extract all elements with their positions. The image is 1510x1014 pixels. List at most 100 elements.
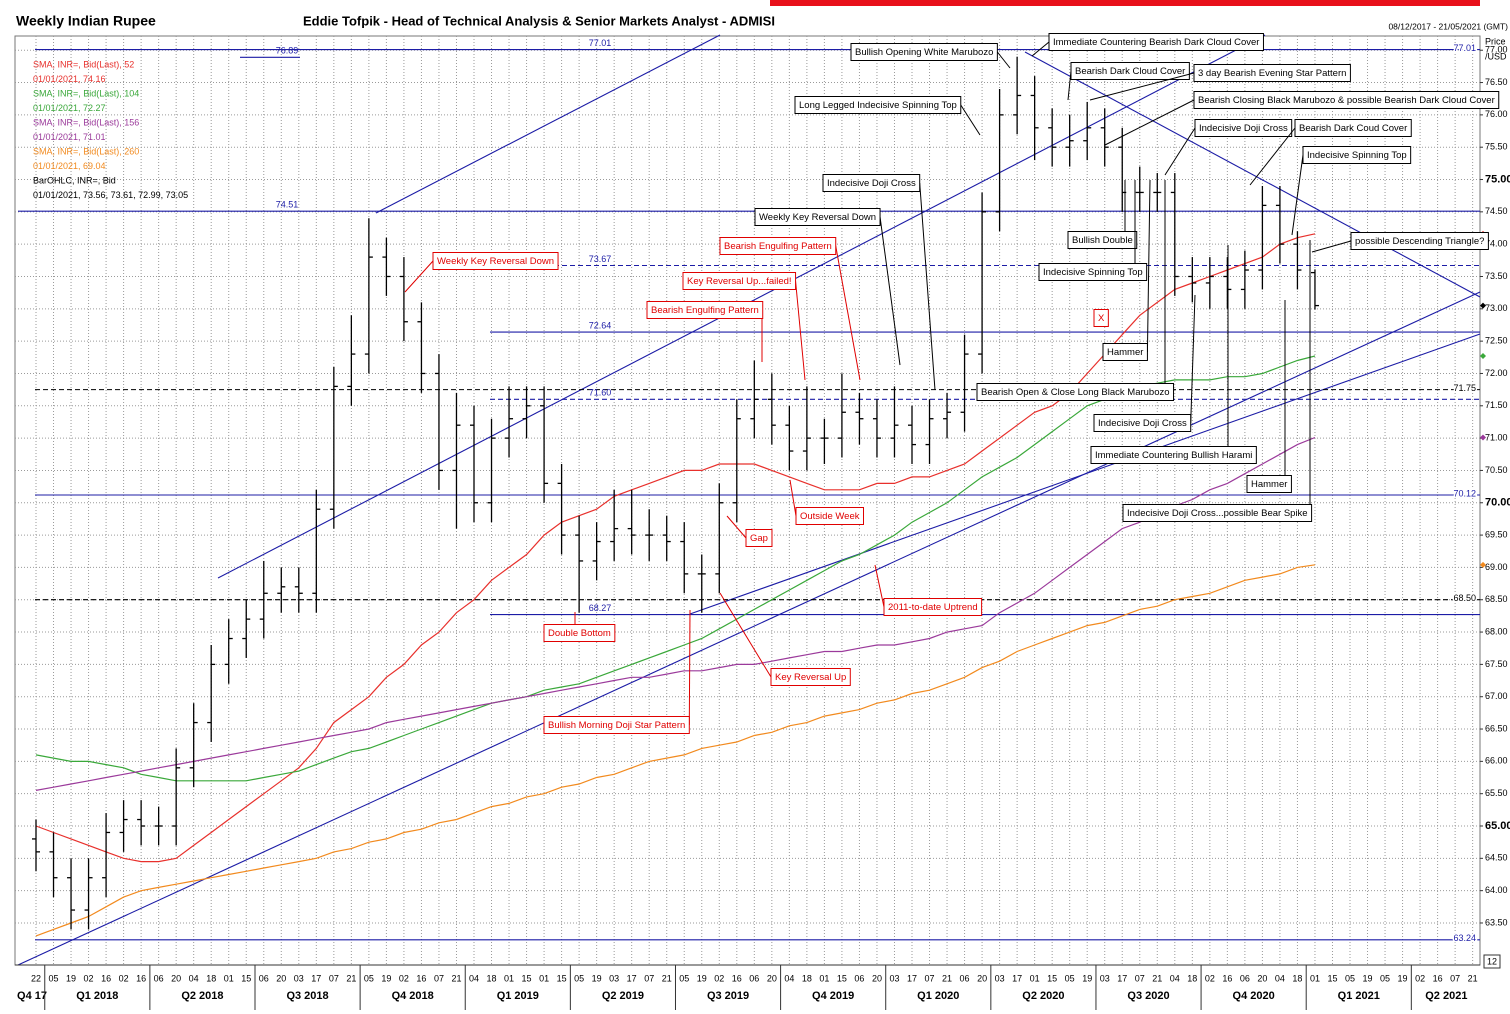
annotation: Indecisive Spinning Top: [1307, 150, 1407, 161]
y-tick-label: 73.00: [1485, 303, 1508, 313]
y-tick-label: 76.50: [1485, 77, 1508, 87]
callout-line: [1164, 127, 1196, 176]
level-label: 74.51: [276, 200, 299, 210]
annotation-box: [976, 383, 1175, 401]
y-tick-label: 68.00: [1485, 626, 1508, 636]
annotation: Indecisive Doji Cross: [1098, 418, 1187, 429]
quarter-label: Q2 2018: [181, 990, 223, 1002]
x-tick-label: 21: [1468, 973, 1478, 983]
scale-box: [1483, 954, 1501, 969]
annotation: Hammer: [1251, 479, 1287, 490]
x-tick-label: 06: [154, 973, 164, 983]
callout-line: [1104, 99, 1195, 146]
y-tick-label: 72.00: [1485, 368, 1508, 378]
level-label: 77.01: [1453, 43, 1476, 53]
x-tick-label: 16: [1433, 973, 1443, 983]
y-tick-label: 70.50: [1485, 465, 1508, 475]
x-tick-label: 15: [557, 973, 567, 983]
callout-line: [726, 515, 747, 539]
y-tick-label: 63.50: [1485, 917, 1508, 927]
callout-line: [879, 216, 901, 366]
x-tick-label: 21: [1152, 973, 1162, 983]
annotation: Bearish Dark Cloud Cover: [1075, 66, 1185, 77]
y-tick-label: 69.50: [1485, 529, 1508, 539]
annotation-box: [1048, 33, 1264, 51]
callout-line: [1311, 240, 1352, 253]
legend-note: 01/01/2021, 74.16: [33, 74, 106, 84]
annotation: Bearish Open & Close Long Black Marubozo: [981, 387, 1170, 398]
x-tick-label: 18: [1292, 973, 1302, 983]
y-tick-label: 70.00: [1485, 497, 1510, 509]
last-value-marker: [1480, 302, 1486, 309]
x-tick-label: 06: [259, 973, 269, 983]
annotation-box: [719, 237, 837, 255]
level-label: 71.75: [1453, 383, 1476, 393]
x-tick-label: 20: [171, 973, 181, 983]
annotation-box: [1102, 343, 1148, 361]
annotation: Bearish Dark Coud Cover: [1299, 123, 1407, 134]
x-tick-label: 05: [1345, 973, 1355, 983]
callout-line: [874, 564, 885, 608]
annotation-box: [754, 208, 881, 226]
x-tick-label: 02: [1205, 973, 1215, 983]
annotation-box: [1350, 232, 1489, 250]
annotation: Gap: [750, 533, 768, 544]
x-tick-label: 05: [574, 973, 584, 983]
x-tick-label: 05: [1380, 973, 1390, 983]
x-tick-label: 17: [627, 973, 637, 983]
sma-line: [35, 564, 1316, 937]
x-tick-label: 16: [1222, 973, 1232, 983]
level-label: 68.50: [1453, 593, 1476, 603]
callout-line: [835, 245, 861, 381]
y-tick-label: 67.50: [1485, 659, 1508, 669]
x-tick-label: 02: [119, 973, 129, 983]
x-tick-label: 17: [311, 973, 321, 983]
y-tick-label: 65.50: [1485, 788, 1508, 798]
annotation-box: [1090, 446, 1257, 464]
y-tick-label: 74.00: [1485, 239, 1508, 249]
level-label: 71.60: [589, 388, 612, 398]
annotation: Bearish Engulfing Pattern: [724, 241, 832, 252]
quarter-label: Q4 2020: [1233, 990, 1275, 1002]
x-tick-label: 19: [1398, 973, 1408, 983]
x-tick-label: 16: [101, 973, 111, 983]
x-tick-label: 02: [84, 973, 94, 983]
uptrend-line: [17, 291, 1481, 966]
annotation-box: [432, 252, 559, 270]
y-tick-label: 73.50: [1485, 271, 1508, 281]
x-tick-label: 21: [662, 973, 672, 983]
x-tick-label: 07: [644, 973, 654, 983]
annotation-box: [682, 272, 797, 290]
annotation-box: [1038, 263, 1148, 281]
x-tick-label: 03: [889, 973, 899, 983]
level-label: 70.12: [1453, 488, 1476, 498]
annotation-box: [1246, 475, 1292, 493]
annotation-box: [543, 716, 690, 734]
last-value-marker: [1480, 434, 1486, 441]
callout-line: [1249, 127, 1296, 186]
x-tick-label: 20: [977, 973, 987, 983]
chart-title: Weekly Indian Rupee: [16, 13, 156, 29]
x-tick-label: 04: [469, 973, 479, 983]
callout-line: [1190, 294, 1196, 424]
y-tick-label: 69.00: [1485, 562, 1508, 572]
annotation-box: [1193, 91, 1500, 109]
level-label: 68.27: [589, 603, 612, 613]
annotation: Indecisive Spinning Top: [1043, 267, 1143, 278]
annotation-box: [1122, 504, 1313, 522]
quarter-label: Q1 2019: [497, 990, 539, 1002]
x-tick-label: 18: [1187, 973, 1197, 983]
x-tick-label: 02: [714, 973, 724, 983]
x-tick-label: 01: [224, 973, 234, 983]
x-tick-label: 03: [1100, 973, 1110, 983]
x-tick-label: 16: [416, 973, 426, 983]
callout-line: [919, 182, 936, 391]
x-tick-label: 01: [1030, 973, 1040, 983]
callout-line: [688, 609, 691, 726]
x-tick-label: 19: [1363, 973, 1373, 983]
x-tick-label: 21: [346, 973, 356, 983]
annotation: Bullish Morning Doji Star Pattern: [548, 720, 685, 731]
y-tick-label: 64.00: [1485, 885, 1508, 895]
sma-line: [35, 436, 1316, 791]
x-tick-label: 15: [1327, 973, 1337, 983]
